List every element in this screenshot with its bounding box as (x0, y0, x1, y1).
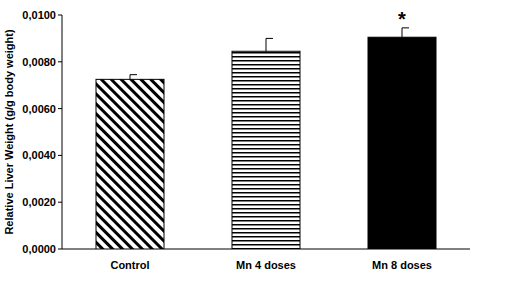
y-tick-label: 0,0060 (22, 103, 56, 115)
y-tick (58, 202, 62, 203)
y-tick (58, 249, 62, 250)
annotation: * (398, 8, 406, 30)
y-tick-label: 0,0100 (22, 9, 56, 21)
chart-container: 0,0000 0,0020 0,0040 0,0060 0,0080 0,0100 Rela… (0, 0, 511, 283)
y-tick (58, 155, 62, 156)
y-axis-line (62, 15, 63, 249)
bar (96, 79, 164, 249)
y-tick (58, 108, 62, 109)
y-tick (58, 15, 62, 16)
x-tick-label: Control (110, 259, 149, 271)
error-bar (266, 38, 273, 51)
y-tick (58, 61, 62, 62)
y-axis-label: Relative Liver Weight (g/g body weight) (3, 29, 15, 234)
y-tick-label: 0,0000 (22, 243, 56, 255)
x-tick-label: Mn 8 doses (372, 259, 432, 271)
x-tick-label: Mn 4 doses (236, 259, 296, 271)
bars (96, 28, 436, 249)
y-tick-label: 0,0020 (22, 196, 56, 208)
bar (368, 37, 436, 249)
bar (232, 51, 300, 249)
error-bar (130, 75, 137, 80)
y-tick-label: 0,0040 (22, 149, 56, 161)
y-tick-label: 0,0080 (22, 56, 56, 68)
chart-svg: 0,0000 0,0020 0,0040 0,0060 0,0080 0,0100 Rela… (0, 0, 511, 283)
